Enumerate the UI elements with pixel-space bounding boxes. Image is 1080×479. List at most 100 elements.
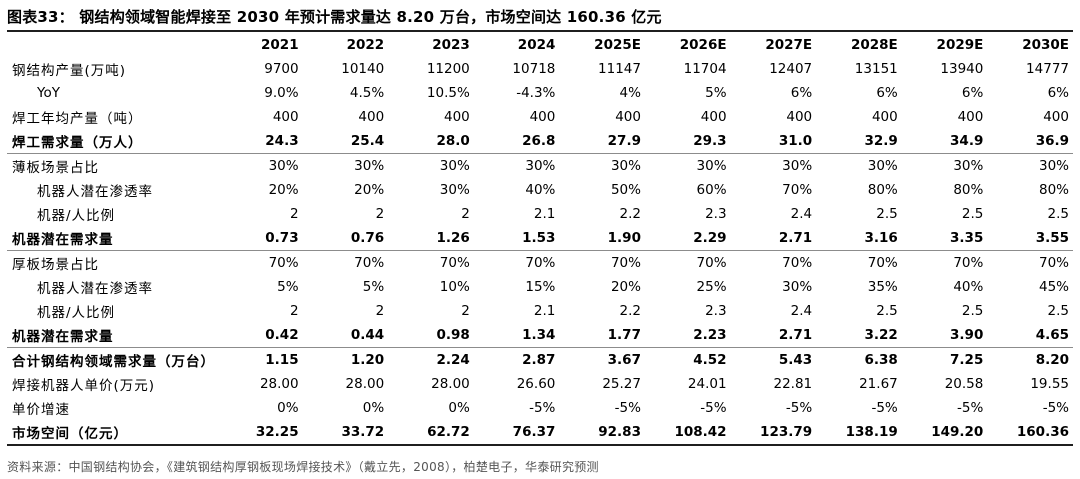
table-cell: 20% <box>610 279 641 295</box>
table-cell: 30% <box>302 153 389 178</box>
column-header: 2027E <box>765 37 813 53</box>
table-cell: 28.00 <box>259 376 299 392</box>
row-label: 焊工年均产量（吨） <box>12 111 143 127</box>
table-cell: 2 <box>461 206 470 222</box>
table-cell: 30% <box>816 153 902 178</box>
table-cell: 400 <box>444 109 470 125</box>
table-cell: 30% <box>730 153 817 178</box>
table-cell: 0.73 <box>265 230 299 246</box>
table-cell: 27.9 <box>607 133 641 149</box>
table-cell: 76.37 <box>473 420 560 446</box>
table-cell: 8.20 <box>987 347 1073 372</box>
table-cell: 400 <box>529 109 556 125</box>
table-cell: 2.5 <box>1047 206 1069 222</box>
table-cell: 2.4 <box>790 303 813 319</box>
table-cell: 160.36 <box>987 420 1073 446</box>
table-cell: -5% <box>871 400 898 416</box>
table-cell: 30% <box>388 153 474 178</box>
table-cell: 70% <box>730 250 817 275</box>
table-cell: 32.9 <box>864 133 898 149</box>
table-row: 机器人潜在渗透率 5% 5% 10% 15% 20% 25% 30% 35% 40% 45% <box>7 275 1073 299</box>
row-label: 厚板场景占比 <box>7 250 217 275</box>
row-label: 机器人潜在渗透率 <box>37 184 153 200</box>
table-row: 焊工年均产量（吨） 400 400 400 400 400 400 400 400 400 400 <box>7 105 1073 129</box>
table-cell: 22.81 <box>773 376 813 392</box>
table-cell: 80% <box>953 182 984 198</box>
table-cell: -5% <box>529 400 556 416</box>
table-row: 机器/人比例 2 2 2 2.1 2.2 2.3 2.4 2.5 2.5 2.5 <box>7 299 1073 323</box>
row-label: 合计钢结构领域需求量（万台） <box>7 347 217 372</box>
table-cell: 1.34 <box>522 327 556 343</box>
table-cell: 5% <box>705 85 727 101</box>
table-cell: 13940 <box>940 61 984 77</box>
row-label: 钢结构产量(万吨) <box>12 63 127 79</box>
table-cell: 70% <box>782 182 813 198</box>
row-label: 焊接机器人单价(万元) <box>12 378 156 394</box>
table-cell: 2 <box>375 206 385 222</box>
table-cell: 3.16 <box>864 230 898 246</box>
row-label: 市场空间（亿元） <box>7 420 217 446</box>
table-cell: 30% <box>987 153 1073 178</box>
table-cell: 400 <box>615 109 641 125</box>
table-cell: 0% <box>362 400 385 416</box>
table-cell: 33.72 <box>302 420 389 446</box>
row-label: 焊工需求量（万人） <box>12 135 143 151</box>
row-label: 机器/人比例 <box>37 208 116 224</box>
table-cell: 400 <box>957 109 984 125</box>
table-cell: 26.8 <box>522 133 556 149</box>
table-row: 机器潜在需求量 0.42 0.44 0.98 1.34 1.77 2.23 2.71 3.22 3… <box>7 323 1073 348</box>
table-cell: 6% <box>790 85 813 101</box>
table-cell: 28.0 <box>436 133 470 149</box>
row-label: 单价增速 <box>12 402 70 418</box>
table-cell: 35% <box>867 279 898 295</box>
table-cell: 60% <box>696 182 727 198</box>
table-cell: 2 <box>290 303 299 319</box>
table-cell: 92.83 <box>559 420 645 446</box>
table-cell: 26.60 <box>516 376 556 392</box>
table-cell: 123.79 <box>730 420 817 446</box>
table-cell: 5.43 <box>730 347 817 372</box>
table-cell: 138.19 <box>816 420 902 446</box>
table-row: 焊接机器人单价(万元) 28.00 28.00 28.00 26.60 25.27 24.0… <box>7 372 1073 396</box>
table-cell: 2.71 <box>778 230 813 246</box>
row-label: 机器/人比例 <box>37 305 116 321</box>
table-cell: 14777 <box>1026 61 1069 77</box>
table-cell: 25.4 <box>350 133 385 149</box>
table-cell: 19.55 <box>1030 376 1069 392</box>
table-cell: -4.3% <box>516 85 556 101</box>
table-cell: 34.9 <box>950 133 984 149</box>
table-cell: 4% <box>619 85 641 101</box>
table-cell: 25.27 <box>602 376 641 392</box>
table-cell: 70% <box>388 250 474 275</box>
table-cell: -5% <box>957 400 984 416</box>
table-cell: 31.0 <box>778 133 813 149</box>
table-cell: 70% <box>217 250 303 275</box>
table-cell: 2 <box>375 303 385 319</box>
table-cell: 11147 <box>598 61 641 77</box>
table-cell: 2.1 <box>533 206 556 222</box>
table-cell: 30% <box>901 153 988 178</box>
header-label-cell <box>7 33 217 57</box>
table-cell: 1.15 <box>217 347 303 372</box>
table-cell: 6% <box>876 85 898 101</box>
table-cell: 30% <box>439 182 470 198</box>
table-cell: 30% <box>644 153 731 178</box>
table-cell: 70% <box>644 250 731 275</box>
table-cell: 32.25 <box>217 420 303 446</box>
column-header: 2026E <box>679 37 727 53</box>
table-cell: 36.9 <box>1035 133 1069 149</box>
table-row: 机器人潜在渗透率 20% 20% 30% 40% 50% 60% 70% 80% 80% 80% <box>7 178 1073 202</box>
table-cell: 62.72 <box>388 420 474 446</box>
table-cell: 6% <box>961 85 984 101</box>
table-cell: 1.90 <box>607 230 641 246</box>
table-cell: 2 <box>290 206 299 222</box>
row-label: 机器潜在需求量 <box>12 329 114 345</box>
table-cell: 70% <box>473 250 560 275</box>
table-row: 薄板场景占比 30% 30% 30% 30% 30% 30% 30% 30% 30% 30% <box>7 153 1073 178</box>
header-row: 2021 2022 2023 2024 2025E 2026E 2027E 20… <box>7 33 1073 57</box>
table-cell: 0% <box>448 400 470 416</box>
table-cell: 70% <box>559 250 645 275</box>
table-cell: 24.01 <box>687 376 727 392</box>
table-cell: 30% <box>782 279 813 295</box>
